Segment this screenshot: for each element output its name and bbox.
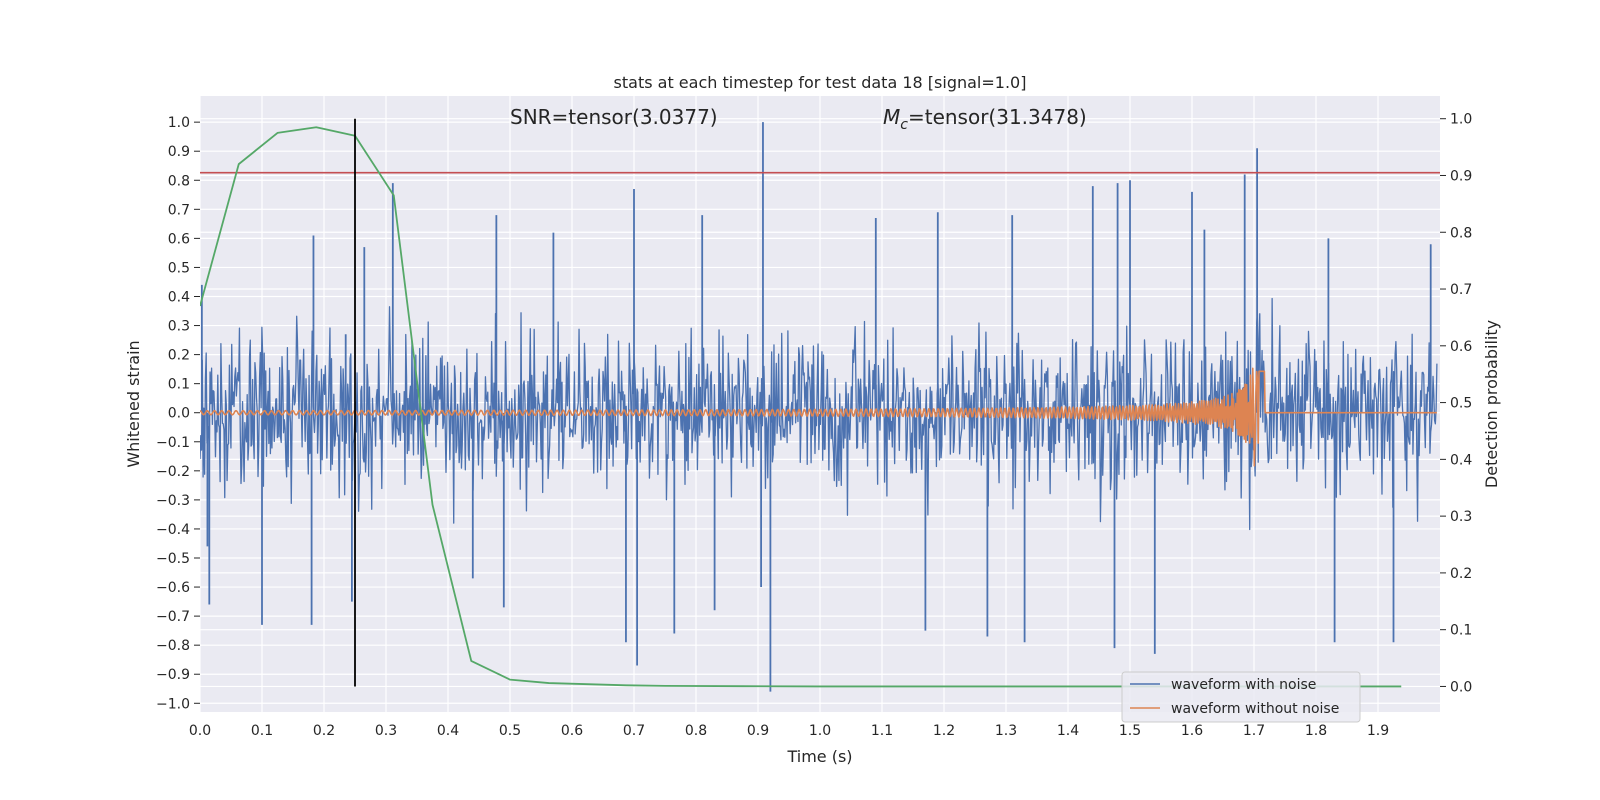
left-tick-label: 0.0 bbox=[168, 406, 190, 422]
x-tick-label: 0.2 bbox=[313, 723, 335, 739]
snr-annotation: SNR=tensor(3.0377) bbox=[510, 105, 718, 129]
left-tick-label: −0.8 bbox=[156, 638, 190, 654]
x-tick-label: 0.3 bbox=[375, 723, 397, 739]
legend: waveform with noise waveform without noi… bbox=[1121, 671, 1361, 723]
right-tick-label: 0.1 bbox=[1450, 623, 1472, 639]
x-tick-label: 1.8 bbox=[1305, 723, 1327, 739]
left-tick-label: 0.1 bbox=[168, 377, 190, 393]
x-tick-label: 0.0 bbox=[189, 723, 211, 739]
left-tick-label: −0.5 bbox=[156, 551, 190, 567]
right-tick-label: 0.4 bbox=[1450, 452, 1472, 468]
mc-subscript: c bbox=[900, 117, 908, 133]
left-tick-label: 0.3 bbox=[168, 319, 190, 335]
x-tick-label: 1.0 bbox=[809, 723, 831, 739]
chirp-mass-annotation: Mc=tensor(31.3478) bbox=[883, 105, 1087, 133]
chart-title: stats at each timestep for test data 18 … bbox=[614, 73, 1027, 92]
left-tick-label: −0.2 bbox=[156, 464, 190, 480]
right-tick-label: 1.0 bbox=[1450, 112, 1472, 128]
left-tick-label: −0.6 bbox=[156, 580, 190, 596]
right-tick-label: 0.6 bbox=[1450, 339, 1472, 355]
x-tick-label: 1.5 bbox=[1119, 723, 1141, 739]
right-y-axis: 1.0 0.9 0.8 0.7 0.6 0.5 0.4 0.3 0.2 0.1 0.0 bbox=[1440, 112, 1472, 695]
left-tick-label: −0.4 bbox=[156, 522, 190, 538]
mc-value: =tensor(31.3478) bbox=[908, 105, 1087, 129]
x-tick-label: 1.9 bbox=[1367, 723, 1389, 739]
left-tick-label: −0.1 bbox=[156, 435, 190, 451]
x-tick-label: 1.4 bbox=[1057, 723, 1079, 739]
x-tick-label: 0.6 bbox=[561, 723, 583, 739]
left-y-axis: 1.0 0.9 0.8 0.7 0.6 0.5 0.4 0.3 0.2 0.1 0.0 −0.1 −0.… bbox=[156, 115, 200, 712]
left-tick-label: 0.9 bbox=[168, 144, 190, 160]
series-waveform-with-noise bbox=[200, 297, 1438, 531]
legend-box bbox=[1121, 671, 1361, 723]
left-tick-label: 1.0 bbox=[168, 115, 190, 131]
left-tick-label: −0.9 bbox=[156, 667, 190, 683]
left-tick-label: −1.0 bbox=[156, 696, 190, 712]
x-tick-label: 1.1 bbox=[871, 723, 893, 739]
x-tick-label: 0.7 bbox=[623, 723, 645, 739]
right-tick-label: 0.5 bbox=[1450, 396, 1472, 412]
right-tick-label: 0.3 bbox=[1450, 509, 1472, 525]
left-y-axis-label: Whitened strain bbox=[124, 340, 143, 467]
right-tick-label: 0.2 bbox=[1450, 566, 1472, 582]
left-tick-label: 0.2 bbox=[168, 348, 190, 364]
x-tick-label: 0.9 bbox=[747, 723, 769, 739]
left-tick-label: 0.4 bbox=[168, 289, 190, 305]
right-tick-label: 0.7 bbox=[1450, 282, 1472, 298]
left-tick-label: −0.7 bbox=[156, 609, 190, 625]
x-tick-label: 0.4 bbox=[437, 723, 459, 739]
left-tick-label: 0.6 bbox=[168, 231, 190, 247]
x-axis: 0.0 0.1 0.2 0.3 0.4 0.5 0.6 0.7 0.8 0.9 1.0 1.1 1.2 1… bbox=[189, 723, 1389, 739]
x-tick-label: 0.5 bbox=[499, 723, 521, 739]
x-tick-label: 1.2 bbox=[933, 723, 955, 739]
left-tick-label: 0.8 bbox=[168, 173, 190, 189]
x-axis-label: Time (s) bbox=[786, 747, 852, 766]
x-tick-label: 1.7 bbox=[1243, 723, 1265, 739]
mc-symbol: M bbox=[883, 105, 900, 129]
right-tick-label: 0.9 bbox=[1450, 168, 1472, 184]
legend-label-noise: waveform with noise bbox=[1171, 677, 1316, 693]
left-tick-label: −0.3 bbox=[156, 493, 190, 509]
right-tick-label: 0.8 bbox=[1450, 225, 1472, 241]
right-tick-label: 0.0 bbox=[1450, 679, 1472, 695]
x-tick-label: 1.6 bbox=[1181, 723, 1203, 739]
right-y-axis-label: Detection probability bbox=[1482, 320, 1501, 488]
x-tick-label: 1.3 bbox=[995, 723, 1017, 739]
series-detection-probability bbox=[200, 126, 1402, 688]
left-tick-label: 0.5 bbox=[168, 260, 190, 276]
series-waveform-without-noise bbox=[200, 367, 1437, 467]
x-tick-label: 0.8 bbox=[685, 723, 707, 739]
legend-label-clean: waveform without noise bbox=[1171, 701, 1339, 717]
left-tick-label: 0.7 bbox=[168, 202, 190, 218]
series-layer bbox=[200, 118, 1440, 692]
x-tick-label: 0.1 bbox=[251, 723, 273, 739]
